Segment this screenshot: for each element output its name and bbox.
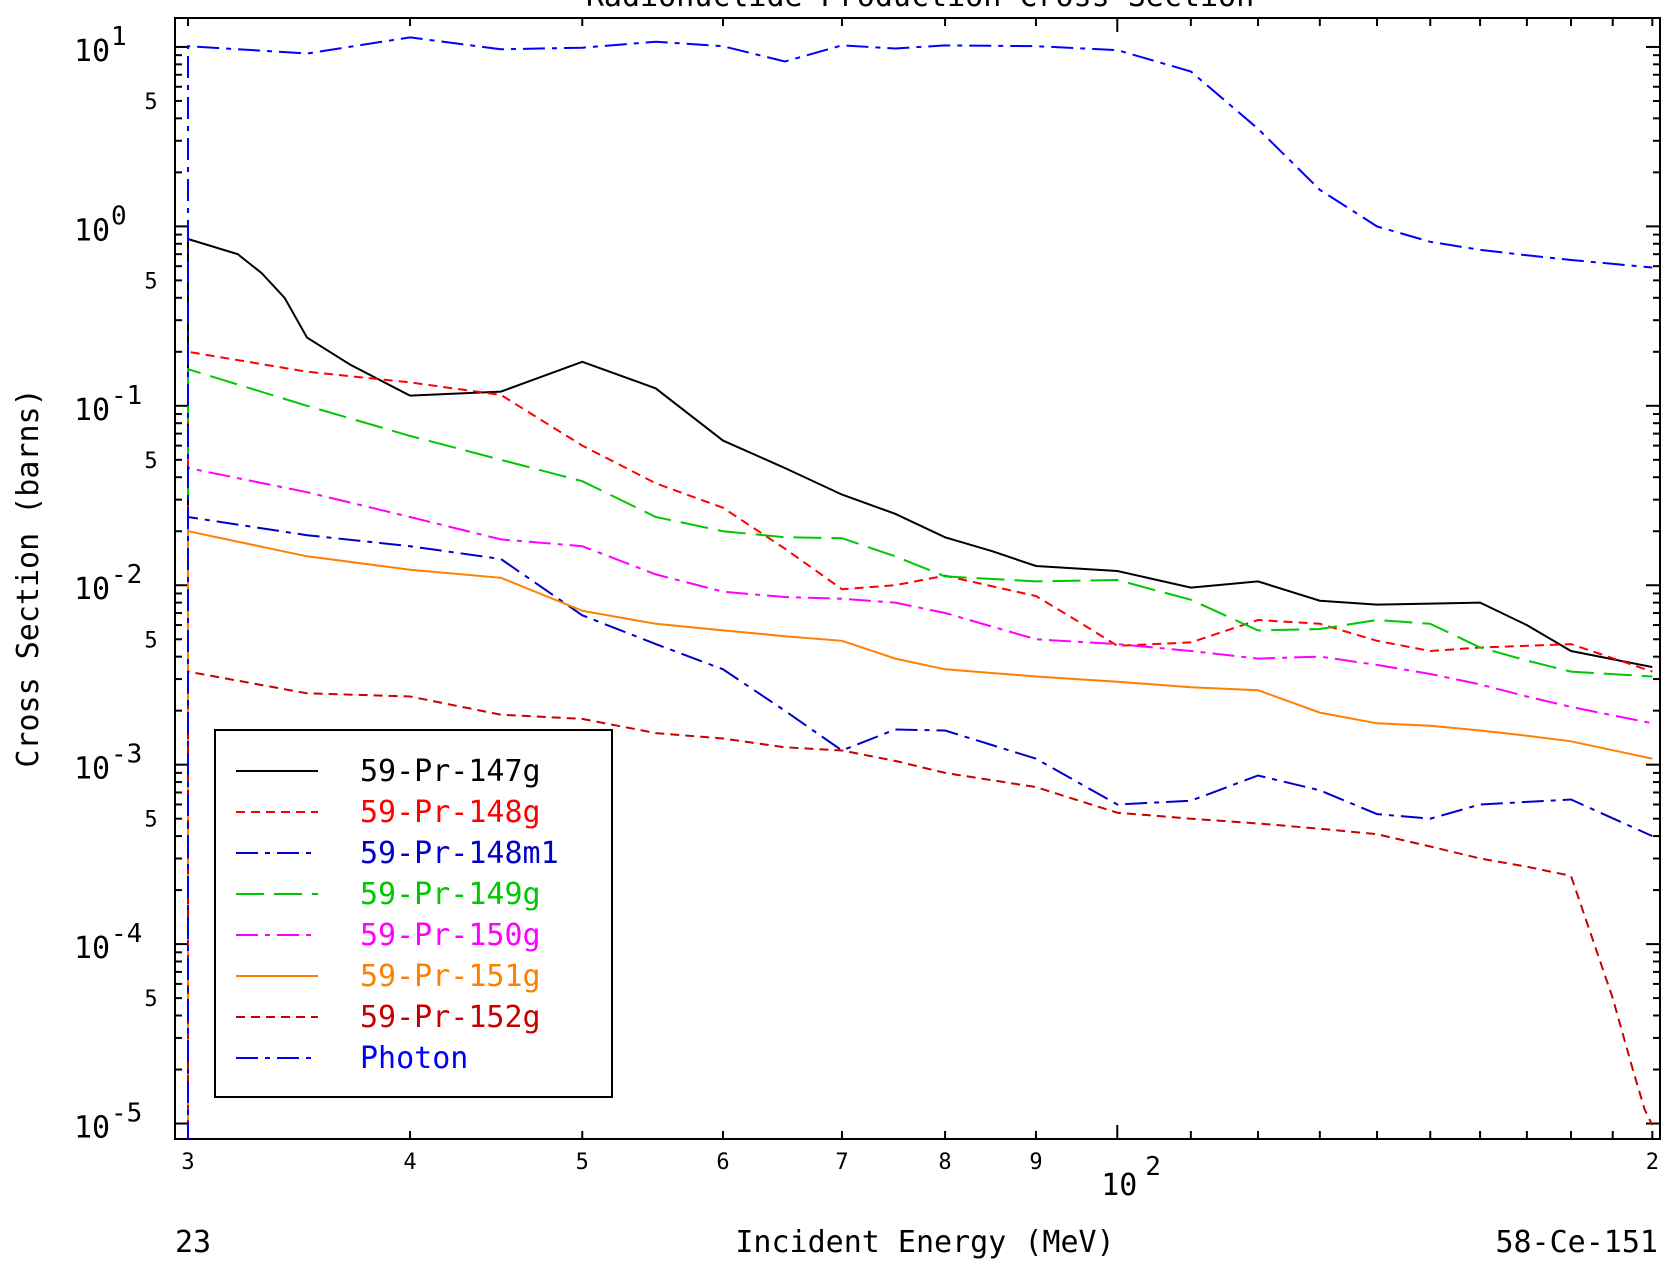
footer-left-label: 23 (175, 1225, 211, 1260)
x-tick-label: 8 (938, 1150, 951, 1175)
y-tick-exponent: -1 (111, 381, 142, 411)
y-tick-exponent: -4 (111, 919, 142, 949)
y-tick-label: 5 (144, 269, 157, 294)
plot-frame (174, 17, 1661, 1140)
y-tick-label: 10 (74, 1111, 110, 1146)
x-tick-label: 3 (181, 1150, 194, 1175)
y-tick-label: 5 (144, 449, 157, 474)
series-line-0 (187, 237, 1653, 1139)
footer-right-label: 58-Ce-151 (1495, 1225, 1658, 1260)
legend-label: 59-Pr-148g (360, 795, 541, 830)
x-tick-label: 4 (403, 1150, 416, 1175)
legend-label: 59-Pr-152g (360, 1000, 541, 1035)
series-line-6 (187, 670, 1654, 1139)
series-line-5 (187, 529, 1653, 1139)
chart-title: Radionuclide Production Cross Section (586, 0, 1254, 14)
legend-label: 59-Pr-148m1 (360, 836, 559, 871)
legend-label: Photon (360, 1041, 468, 1076)
y-tick-label: 10 (74, 393, 110, 428)
legend-label: 59-Pr-150g (360, 918, 541, 953)
x-tick-exponent: 2 (1145, 1152, 1161, 1182)
y-tick-label: 10 (74, 572, 110, 607)
x-axis-label: Incident Energy (MeV) (735, 1225, 1114, 1260)
x-tick-label: 7 (835, 1150, 848, 1175)
x-tick-label: 9 (1029, 1150, 1042, 1175)
y-tick-exponent: -3 (111, 740, 142, 770)
series-line-2 (187, 515, 1653, 1139)
y-tick-label: 5 (144, 808, 157, 833)
legend-label: 59-Pr-147g (360, 754, 541, 789)
y-tick-label: 10 (74, 213, 110, 248)
legend: 59-Pr-147g 59-Pr-148g 59-Pr-148m1 59-Pr-149… (214, 729, 613, 1098)
y-tick-label: 10 (74, 931, 110, 966)
x-tick-label: 2 (1646, 1150, 1659, 1175)
y-tick-exponent: -2 (111, 560, 142, 590)
series-line-3 (187, 367, 1653, 1139)
y-tick-label: 10 (74, 752, 110, 787)
y-tick-exponent: -5 (111, 1099, 142, 1129)
x-tick-label: 10 (1101, 1168, 1137, 1203)
legend-box (214, 729, 613, 1098)
x-axis-ticks: 3 4 5 6 7 8 9 10 2 2 (181, 18, 1659, 1203)
legend-label: 59-Pr-149g (360, 877, 541, 912)
y-tick-label: 5 (144, 628, 157, 653)
y-tick-label: 5 (144, 90, 157, 115)
y-tick-label: 10 (74, 34, 110, 69)
y-tick-exponent: 0 (111, 201, 127, 231)
y-tick-label: 5 (144, 987, 157, 1012)
y-tick-exponent: 1 (111, 22, 127, 52)
series-line-1 (187, 350, 1653, 1139)
x-tick-label: 5 (576, 1150, 589, 1175)
series-line-7 (187, 36, 1653, 1139)
x-tick-label: 6 (716, 1150, 729, 1175)
series-lines (187, 36, 1654, 1139)
legend-label: 59-Pr-151g (360, 959, 541, 994)
series-line-4 (187, 466, 1653, 1139)
y-axis-label: Cross Section (barns) (11, 388, 46, 767)
